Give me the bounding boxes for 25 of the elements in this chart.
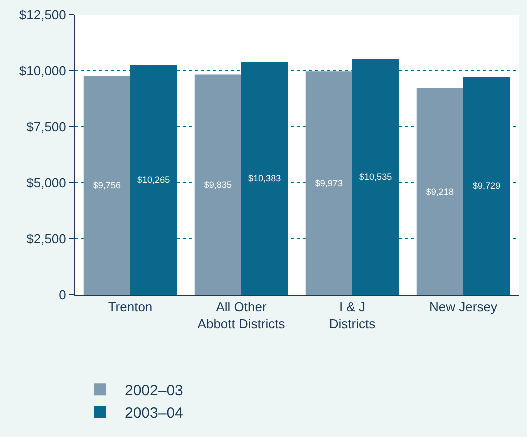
legend-label: 2002–03 [125, 382, 184, 400]
data-label: $10,383 [248, 174, 282, 184]
x-tick-label: Trenton [108, 300, 153, 315]
y-tick-label: $10,000 [19, 64, 66, 79]
data-label: $9,835 [204, 180, 232, 190]
bar [464, 77, 510, 295]
bar [194, 74, 242, 295]
data-label: $9,729 [473, 181, 501, 192]
y-tick-label: $12,500 [19, 8, 66, 23]
data-label: $9,756 [93, 180, 121, 191]
y-tick-label: $5,000 [26, 176, 66, 191]
x-tick-label: New Jersey [430, 300, 498, 315]
data-label: $9,973 [315, 178, 343, 188]
x-tick-label: All Other Abbott Districts [198, 300, 286, 332]
bar [416, 88, 464, 295]
x-tick-label: I & J Districts [329, 300, 376, 332]
bar [306, 72, 352, 295]
data-label: $9,218 [426, 186, 454, 197]
y-tick-label: $7,500 [26, 120, 66, 135]
y-tick-label: $2,500 [26, 232, 66, 247]
data-label: $10,535 [360, 172, 392, 182]
y-tick-label: 0 [59, 288, 66, 303]
legend-label: 2003–04 [125, 405, 184, 422]
bar [84, 76, 130, 295]
data-label: $10,265 [138, 175, 170, 186]
